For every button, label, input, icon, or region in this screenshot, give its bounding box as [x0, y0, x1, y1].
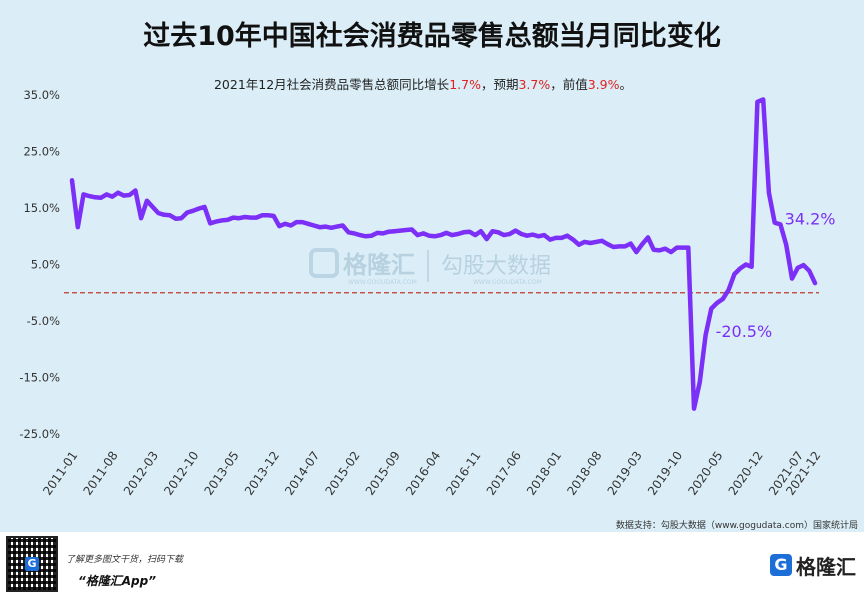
watermark-brand: 格隆汇: [343, 251, 415, 279]
chart-title: 过去10年中国社会消费品零售总额当月同比变化: [143, 20, 721, 52]
watermark-logo-icon: [309, 248, 339, 278]
y-tick-label: 25.0%: [23, 145, 60, 159]
chart-subtitle: 2021年12月社会消费品零售总额同比增长1.7%，预期3.7%，前值3.9%。: [214, 77, 632, 92]
footer-tagline: 了解更多图文干货，扫码下载: [66, 555, 184, 565]
x-tick-label: 2012-10: [161, 449, 201, 498]
x-tick-label: 2018-08: [564, 449, 604, 498]
footer: G 了解更多图文干货，扫码下载 “格隆汇App” G 格隆汇: [0, 532, 864, 598]
x-tick-label: 2019-10: [645, 449, 685, 498]
y-tick-label: 5.0%: [31, 258, 60, 272]
source-note: 数据支持：勾股大数据（www.gogudata.com）国家统计局: [616, 519, 858, 531]
subtitle-mid1: ，预期: [481, 77, 519, 92]
x-tick-label: 2013-12: [242, 449, 282, 498]
watermark-domain-2: WWW.GOGUDATA.COM: [473, 279, 542, 286]
x-tick-label: 2018-01: [524, 449, 564, 498]
x-tick-label: 2016-04: [403, 449, 443, 498]
x-tick-label: 2016-11: [443, 449, 483, 498]
y-axis: 35.0% 25.0% 15.0% 5.0% -5.0% -15.0% -25.0%: [19, 88, 60, 441]
subtitle-expected: 3.7%: [518, 77, 550, 92]
qr-logo: G: [25, 557, 39, 571]
subtitle-actual: 1.7%: [449, 77, 481, 92]
x-tick-label: 2013-05: [202, 449, 242, 498]
x-tick-label: 2011-01: [40, 449, 80, 498]
subtitle-suffix: 。: [620, 77, 633, 92]
x-tick-label: 2011-08: [81, 449, 121, 498]
subtitle-previous: 3.9%: [588, 77, 620, 92]
x-tick-label: 2012-03: [121, 449, 161, 498]
x-tick-label: 2019-03: [605, 449, 645, 498]
y-tick-label: 15.0%: [23, 201, 60, 215]
x-tick-label: 2015-09: [363, 449, 403, 498]
series-line: [69, 97, 818, 411]
watermark-name: 勾股大数据: [441, 254, 551, 279]
brand-name: 格隆汇: [796, 554, 856, 579]
qr-code-icon[interactable]: G: [6, 536, 58, 592]
annotation-label: -20.5%: [716, 322, 773, 341]
x-tick-label: 2015-02: [322, 449, 362, 498]
y-tick-label: -5.0%: [27, 314, 60, 328]
annotation-label: 34.2%: [785, 210, 836, 229]
x-tick-label: 2017-06: [484, 449, 524, 498]
x-tick-label: 2020-12: [726, 449, 766, 498]
annotation-label: 1.7%: [837, 0, 864, 4]
subtitle-mid2: ，前值: [550, 77, 588, 92]
annotations: 34.2% -20.5% 1.7%: [716, 0, 864, 341]
series-layer: [69, 97, 818, 411]
footer-app-name: “格隆汇App”: [78, 574, 156, 588]
x-axis: 2011-01 2011-08 2012-03 2012-10 2013-05 2013-…: [40, 449, 823, 498]
x-tick-label: 2014-07: [282, 449, 322, 498]
watermark-domain: WWW.GOGUDATA.COM: [348, 279, 417, 286]
brand-logo-icon: G: [770, 554, 792, 576]
subtitle-prefix: 2021年12月社会消费品零售总额同比增长: [214, 77, 450, 92]
x-tick-label: 2020-05: [685, 449, 725, 498]
watermark: 格隆汇 WWW.GOGUDATA.COM 勾股大数据 WWW.GOGUDATA.…: [309, 248, 551, 286]
y-tick-label: 35.0%: [23, 88, 60, 102]
line-chart: 过去10年中国社会消费品零售总额当月同比变化 2021年12月社会消费品零售总额…: [19, 0, 864, 531]
y-tick-label: -25.0%: [19, 427, 60, 441]
footer-brand: G 格隆汇: [770, 540, 856, 590]
y-tick-label: -15.0%: [19, 371, 60, 385]
